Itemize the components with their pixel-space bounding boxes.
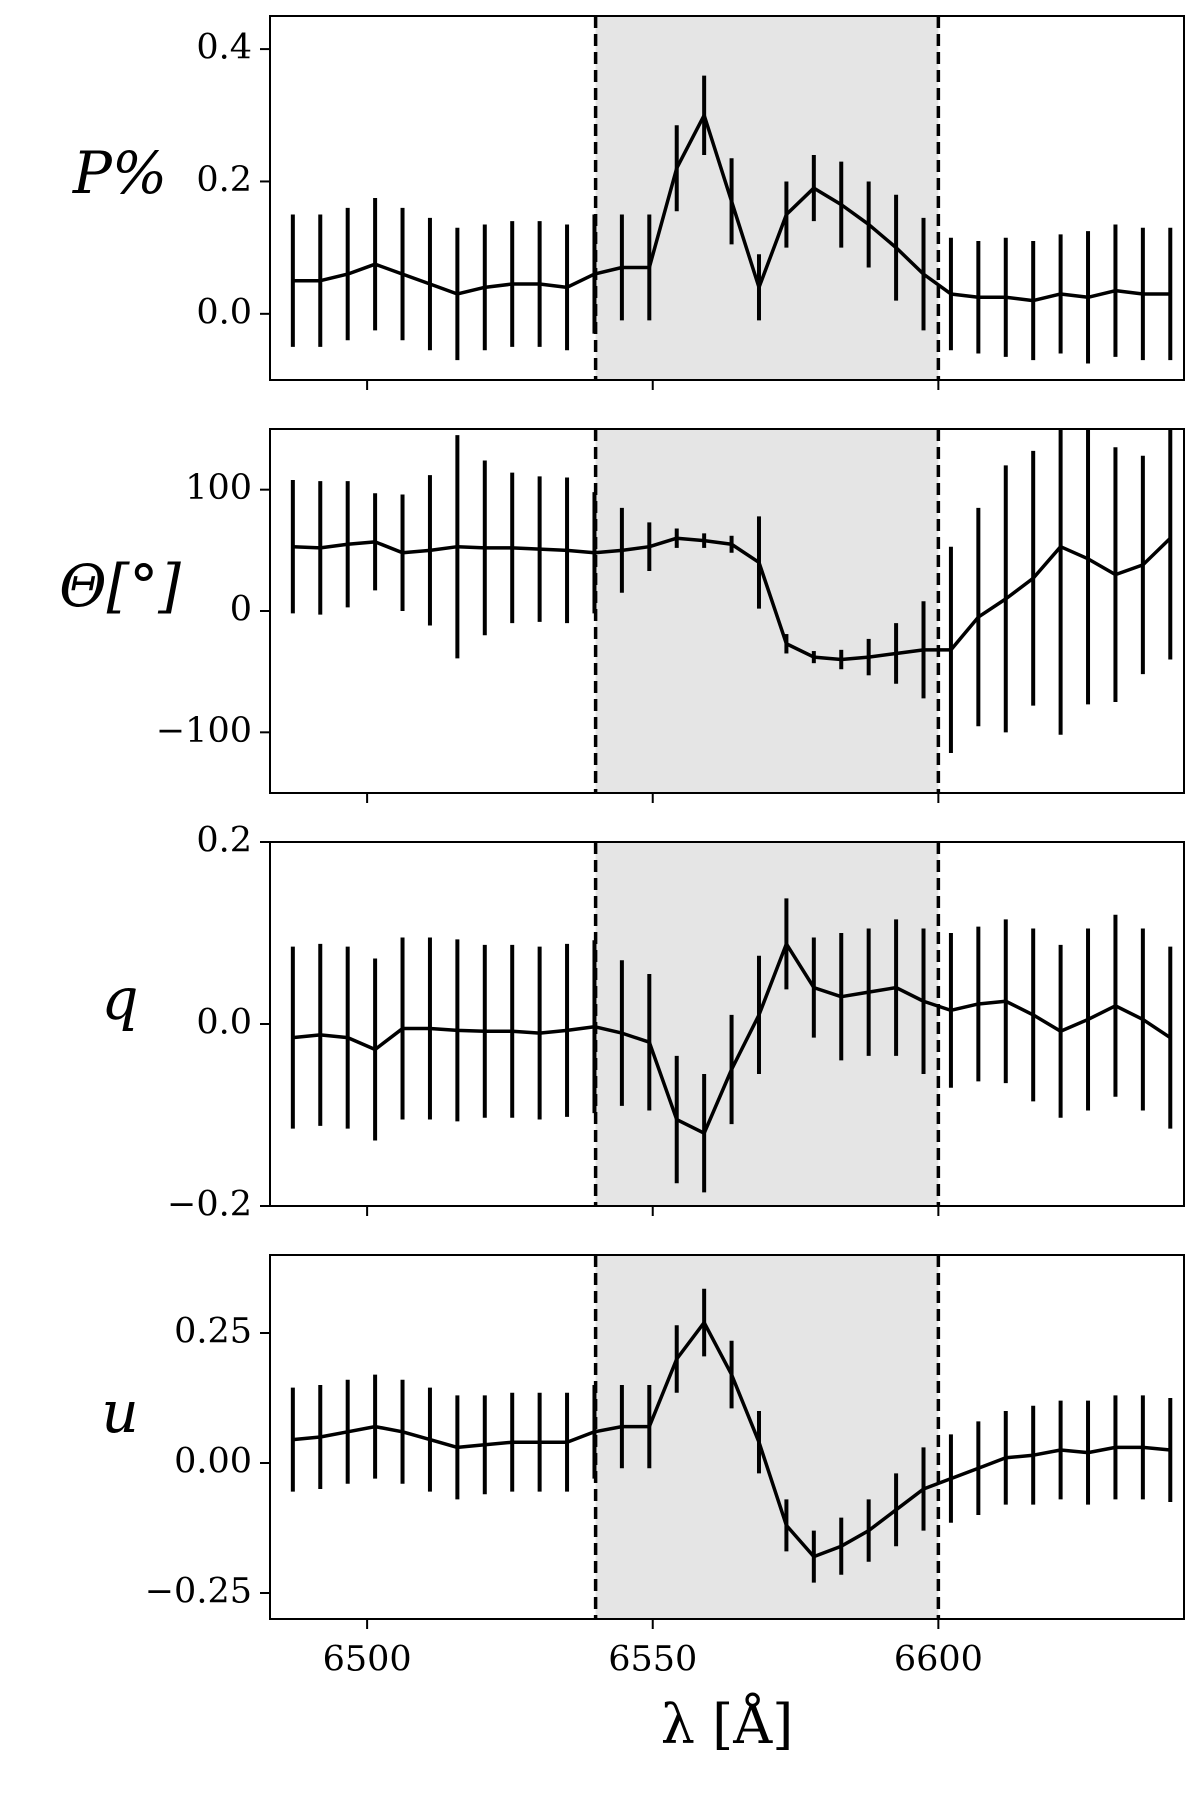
x-axis-label: λ [Å] [661, 1691, 794, 1756]
x-tick-label: 6550 [608, 1640, 697, 1680]
y-tick-label: 0.00 [174, 1442, 252, 1482]
panel: 0.0 0.2 0.4 P% [72, 15, 1185, 390]
data-line [292, 536, 1172, 662]
plot-area [290, 842, 1173, 1206]
plot-area [290, 429, 1173, 793]
highlight-region [595, 16, 939, 380]
y-tick-label: 0.2 [196, 160, 252, 200]
plot-area [290, 16, 1173, 380]
data-line [292, 1320, 1171, 1559]
y-tick-label: −0.25 [145, 1572, 252, 1612]
y-axis-label: P% [72, 139, 167, 207]
y-tick-label: −100 [156, 711, 252, 751]
y-axis-label: q [101, 965, 138, 1033]
plot-area [290, 1255, 1173, 1619]
y-tick-label: 0.0 [196, 1003, 252, 1043]
y-tick-label: 100 [185, 468, 252, 508]
panel: −100 0 100 Θ[°] [59, 428, 1185, 803]
highlight-region [595, 429, 939, 793]
y-tick-label: −0.2 [167, 1185, 252, 1225]
y-tick-label: 0.0 [196, 292, 252, 332]
highlight-region [595, 842, 939, 1206]
panel: −0.2 0.0 0.2 q [101, 821, 1185, 1225]
plot-frame [269, 1254, 1185, 1620]
y-tick-label: 0.4 [196, 28, 252, 68]
y-tick-label: 0 [230, 590, 252, 630]
y-axis-label: u [101, 1378, 138, 1446]
y-tick-label: 0.25 [174, 1312, 252, 1352]
y-tick-label: 0.2 [196, 821, 252, 861]
data-line [292, 113, 1171, 303]
y-axis-label: Θ[°] [59, 552, 181, 620]
panel: −0.25 0.00 0.25 6500 6550 6600 u λ [Å] [101, 1254, 1185, 1756]
x-tick-label: 6500 [323, 1640, 412, 1680]
data-line [292, 942, 1172, 1135]
highlight-region [595, 1255, 939, 1619]
x-tick-label: 6600 [894, 1640, 983, 1680]
plot-frame [269, 15, 1185, 381]
